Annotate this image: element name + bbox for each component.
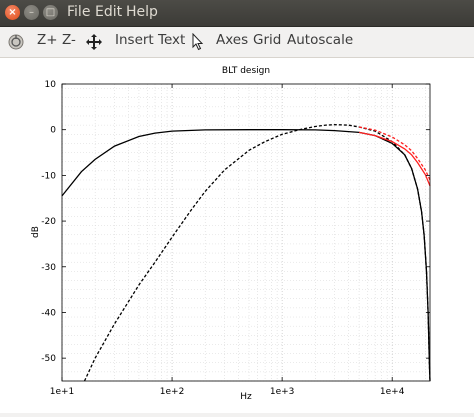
close-window-button[interactable]: × [5,5,20,20]
axes-box [61,83,431,382]
rotate-icon[interactable] [6,32,26,52]
minor-grid [62,84,430,382]
menu-help[interactable]: Help [126,4,158,20]
pan-icon[interactable] [84,32,104,52]
autoscale-button[interactable]: Autoscale [287,32,354,48]
toolbar: Z+ Z- Insert Text Axes Grid Autoscale [0,27,474,58]
x-tick-label: 1e+1 [50,387,75,397]
x-tick-label: 1e+4 [380,387,405,397]
zoom-in-button[interactable]: Z+ [37,32,58,48]
curves [61,124,431,382]
plot: 10 0 -10 -20 -30 -40 -50 1e+1 1e+2 1e+3 1e+4 BLT d… [31,66,431,402]
x-axis-label: Hz [240,392,252,402]
figure-canvas[interactable]: 10 0 -10 -20 -30 -40 -50 1e+1 1e+2 1e+3 1e+4 BLT d… [0,58,474,413]
maximize-window-button[interactable]: □ [43,5,58,20]
x-tick-label: 1e+2 [160,387,185,397]
chart-title: BLT design [222,66,270,76]
y-tick-label: 0 [50,126,56,136]
y-tick-label: 10 [45,80,57,90]
insert-text-button[interactable]: Insert Text [115,32,186,48]
pointer-icon[interactable] [188,32,208,52]
y-tick-label: -30 [41,263,56,273]
menu-edit[interactable]: Edit [95,4,123,20]
menu-file[interactable]: File [67,4,91,20]
zoom-out-button[interactable]: Z- [62,32,76,48]
y-tick-label: -50 [41,354,56,364]
y-tick-label: -40 [41,308,56,318]
axes-button[interactable]: Axes [216,32,249,48]
series-line-2 [83,124,431,382]
major-grid [61,84,393,381]
grid-button[interactable]: Grid [253,32,282,48]
series-line-3 [358,131,431,187]
x-tick-label: 1e+3 [270,387,295,397]
title-bar: × – □ File Edit Help [0,0,474,27]
ticks: 10 0 -10 -20 -30 -40 -50 1e+1 1e+2 1e+3 1e+4 [41,80,430,397]
y-tick-label: -10 [41,171,56,181]
minimize-window-button[interactable]: – [24,5,39,20]
series-line-1 [61,129,431,382]
y-tick-label: -20 [41,217,56,227]
y-axis-label: dB [31,226,41,238]
